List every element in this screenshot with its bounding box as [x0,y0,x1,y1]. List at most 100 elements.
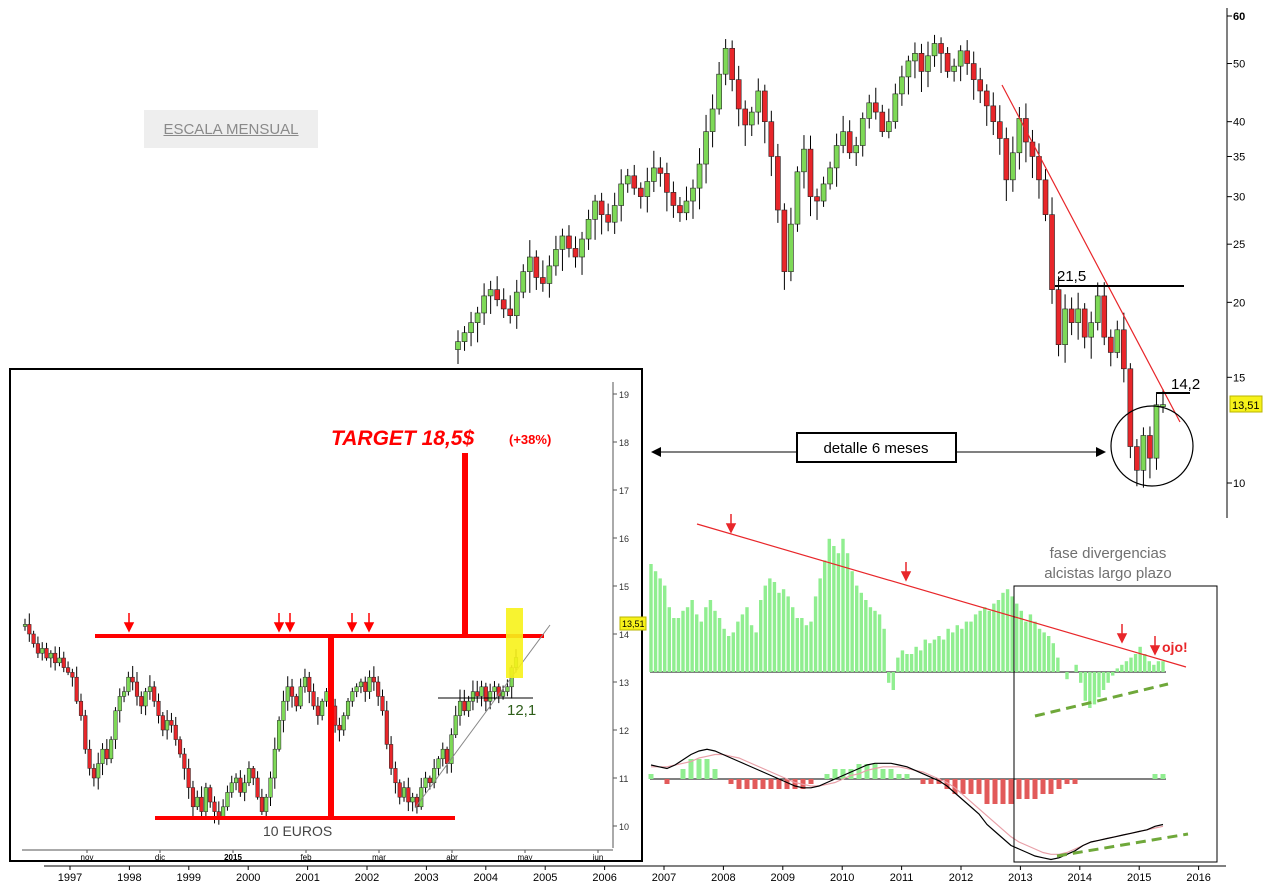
macd-hist-bar [1032,779,1038,799]
year-tick-label: 2002 [355,872,379,884]
macd-hist-bar [664,779,670,784]
inset-candle [367,676,372,692]
monthly-candle [664,173,670,193]
detail-box [796,432,957,463]
hist-bar [1042,632,1046,672]
monthly-candle [657,167,664,174]
hist-bar [882,628,886,672]
monthly-candle [624,175,631,185]
inset-candle [302,676,308,688]
hist-bar [804,625,809,672]
hist-bar [1028,614,1033,672]
monthly-candle [566,235,572,249]
macd-hist-bar [648,774,654,779]
macd-hist-bar [768,779,774,789]
inset-candle [225,792,230,808]
macd-hist-bar [872,764,878,779]
inset-candle [376,681,381,697]
inset-candle [117,696,122,712]
year-tick-label: 1999 [177,872,201,884]
inset-candle [406,787,411,803]
inset-candle [203,787,208,812]
inset-candle [380,696,385,712]
detail-arrow-right-icon [1096,447,1106,457]
hist-bar [1010,596,1014,672]
macd-hist-bar [832,769,838,779]
monthly-candle [690,187,696,202]
year-tick-label: 2000 [236,872,260,884]
monthly-candle [997,121,1003,139]
monthly-candles [455,34,1166,488]
inset-candle [259,796,264,812]
year-tick-label: 2005 [533,872,557,884]
monthly-candle [840,131,846,146]
macd-hist-bar [880,769,886,779]
inset-time-tick-label: mar [372,853,386,862]
target-pct-label: (+38%) [509,432,551,447]
divergence-box [1013,585,1218,863]
monthly-candle [729,48,735,80]
inset-candle [139,696,144,707]
macd-hist-bar [1056,779,1062,789]
inset-candle [169,720,174,726]
monthly-candle [611,205,618,223]
inset-candle [173,724,178,740]
inset-candle [70,672,75,678]
hist-bar [1097,672,1101,698]
hist-bar [809,621,813,672]
hist-bar [672,618,676,672]
macd-divergence-dashed-line [1056,832,1189,858]
inset-candle [401,787,407,798]
inset-price-tick-label: 19 [619,390,629,400]
hist-bar [667,607,671,672]
monthly-candle [827,167,833,185]
macd-hist-bar [968,779,974,794]
hist-bar [681,610,685,672]
inset-price-tick-label: 13 [619,678,629,688]
inset-candle [384,710,389,745]
monthly-candle [951,65,957,72]
monthly-candle [814,196,820,202]
year-tick-label: 1998 [117,872,141,884]
time-axis: 1997 1998 1999 2000 2001 2002 2003 2004 2005 2006… [44,865,1226,884]
monthly-candle [944,52,951,72]
inset-candle [229,782,234,793]
monthly-candle [742,108,749,126]
monthly-candle [755,90,762,113]
inset-candle [277,720,282,750]
inset-candle [427,777,432,784]
monthly-candle [879,111,886,132]
inset-price-tick-label: 10 [619,822,629,832]
monthly-candle [859,118,866,146]
year-tick-label: 2009 [771,872,795,884]
monthly-candle [481,295,487,314]
hist-bar [749,625,754,672]
monthly-candle [918,52,925,72]
inset-candle [453,715,458,736]
inset-last-price-label: 13,51 [622,619,645,629]
inset-candle [160,715,165,731]
macd-hist-bar [920,779,926,784]
inset-time-tick-label: 2015 [224,853,242,862]
hist-bar [1056,657,1060,672]
hist-bar [1065,672,1069,680]
macd-hist-bar [952,779,958,794]
hist-bar [1115,668,1119,672]
hist-bar [932,639,937,672]
hist-bar [1015,603,1019,672]
inset-candle [109,739,114,760]
hist-bar [891,672,895,690]
monthly-candle [833,145,840,169]
inset-time-tick-label: nov [81,853,94,862]
hist-bar [1106,672,1110,683]
inset-candle [182,753,187,769]
inset-time-tick-label: dic [155,853,165,862]
inset-candle [208,787,213,803]
inset-candle [40,648,45,654]
inset-time-tick-label: jun [592,853,604,862]
inset-candle [341,715,346,731]
inset-candle [457,700,463,716]
monthly-candle [1140,435,1147,471]
hist-bar [731,632,735,672]
inset-candle [48,652,53,659]
